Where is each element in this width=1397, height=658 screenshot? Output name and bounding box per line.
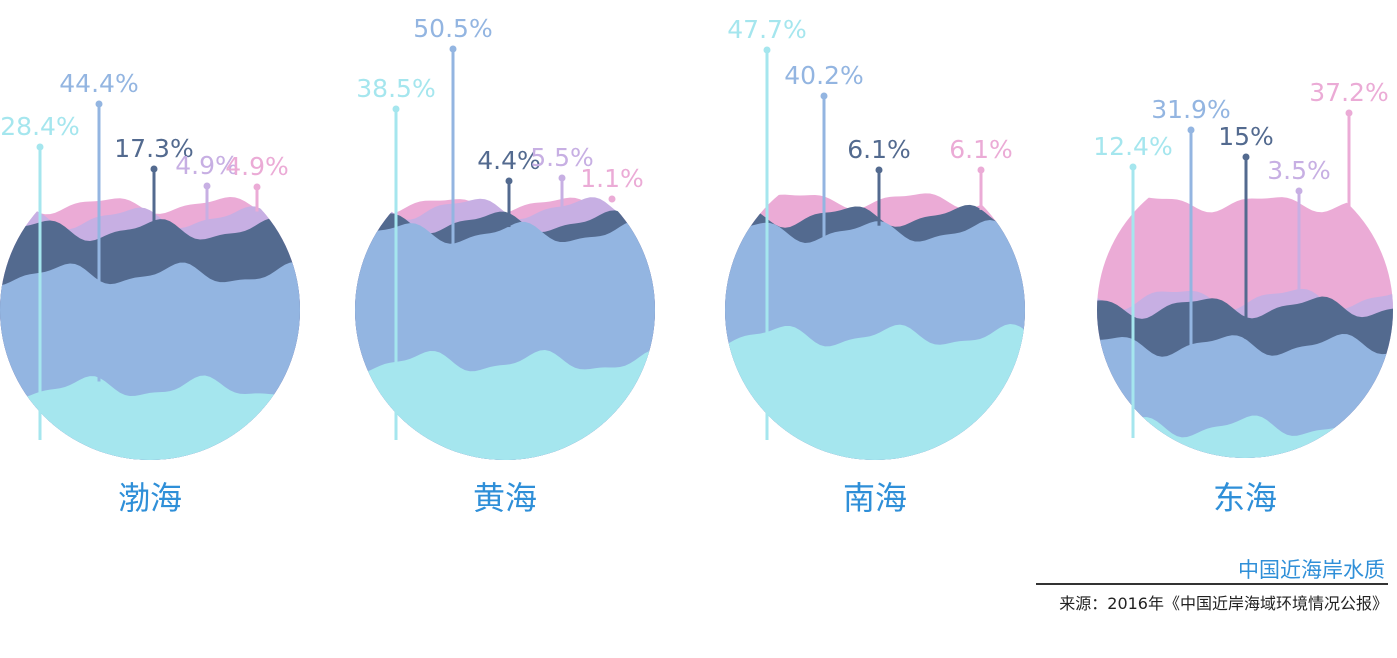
leader-dot: [449, 45, 457, 53]
value-label: 37.2%: [1309, 78, 1388, 107]
value-label: 28.4%: [0, 112, 79, 141]
sea-name: 东海: [1213, 479, 1277, 517]
sea-glyph-2: [725, 193, 1025, 460]
value-label: 44.4%: [59, 69, 138, 98]
sea-glyph-0: [0, 196, 300, 460]
leader-dot: [505, 177, 513, 185]
leader-dot: [150, 165, 158, 173]
value-label: 4.4%: [477, 146, 541, 175]
title-divider: [1036, 583, 1388, 585]
leader-dot: [1187, 126, 1195, 134]
leader-dot: [875, 166, 883, 174]
leader-dot: [558, 174, 566, 182]
sea-glyph-1: [355, 197, 655, 460]
value-label: 47.7%: [727, 15, 806, 44]
leader-dot: [253, 183, 261, 191]
leader-dot: [203, 182, 211, 190]
value-label: 4.9%: [225, 152, 289, 181]
value-label: 12.4%: [1093, 132, 1172, 161]
value-label: 6.1%: [847, 135, 911, 164]
value-label: 3.5%: [1267, 156, 1331, 185]
leader-dot: [763, 46, 771, 54]
sea-name: 渤海: [118, 479, 182, 517]
sea-name: 南海: [843, 479, 907, 517]
value-label: 1.1%: [580, 164, 644, 193]
leader-dot: [1242, 153, 1250, 161]
leader-dot: [977, 166, 985, 174]
value-label: 4.9%: [175, 151, 239, 180]
value-label: 17.3%: [114, 134, 193, 163]
layer-0: [1097, 414, 1393, 458]
value-label: 38.5%: [356, 74, 435, 103]
chart-title: 中国近海岸水质: [1238, 558, 1385, 582]
leader-dot: [1129, 163, 1137, 171]
leader-dot: [36, 143, 44, 151]
value-label: 50.5%: [413, 14, 492, 43]
leader-dot: [95, 100, 103, 108]
layer-0: [725, 324, 1025, 460]
value-label: 31.9%: [1151, 95, 1230, 124]
leader-dot: [820, 92, 828, 100]
source-note: 来源：2016年《中国近岸海域环境情况公报》: [1059, 594, 1388, 613]
leader-dot: [608, 195, 616, 203]
leader-dot: [392, 105, 400, 113]
value-label: 5.5%: [530, 143, 594, 172]
sea-name: 黄海: [473, 479, 537, 517]
value-label: 40.2%: [784, 61, 863, 90]
leader-dot: [1295, 187, 1303, 195]
value-label: 15%: [1218, 122, 1274, 151]
leader-dot: [1345, 109, 1353, 117]
value-label: 6.1%: [949, 135, 1013, 164]
